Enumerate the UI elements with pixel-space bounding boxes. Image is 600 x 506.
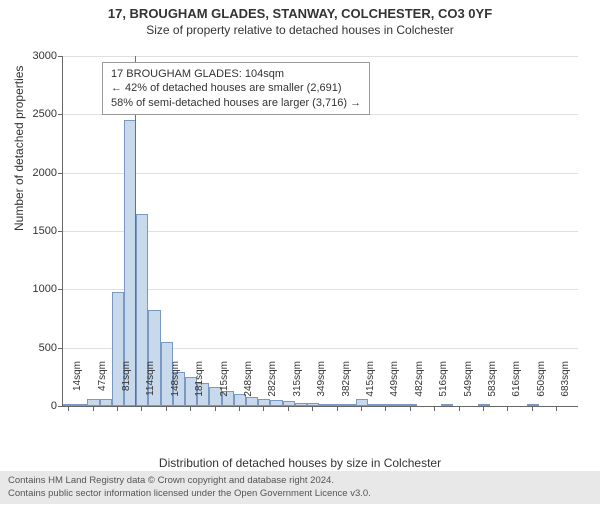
chart-title-main: 17, BROUGHAM GLADES, STANWAY, COLCHESTER… bbox=[0, 6, 600, 21]
xtick-label: 349sqm bbox=[316, 361, 327, 411]
grid-line bbox=[63, 173, 578, 174]
ytick-mark bbox=[58, 173, 63, 174]
y-axis-label: Number of detached properties bbox=[12, 66, 26, 231]
ytick-mark bbox=[58, 56, 63, 57]
xtick-mark bbox=[410, 406, 411, 411]
chart-title-sub: Size of property relative to detached ho… bbox=[0, 23, 600, 37]
xtick-mark bbox=[239, 406, 240, 411]
ytick-mark bbox=[58, 348, 63, 349]
ytick-label: 2500 bbox=[17, 108, 57, 120]
xtick-label: 449sqm bbox=[389, 361, 400, 411]
xtick-mark bbox=[117, 406, 118, 411]
ytick-mark bbox=[58, 406, 63, 407]
xtick-mark bbox=[385, 406, 386, 411]
xtick-mark bbox=[337, 406, 338, 411]
xtick-label: 114sqm bbox=[145, 361, 156, 411]
ytick-label: 500 bbox=[17, 342, 57, 354]
xtick-label: 315sqm bbox=[292, 361, 303, 411]
xtick-mark bbox=[434, 406, 435, 411]
xtick-label: 181sqm bbox=[194, 361, 205, 411]
xtick-label: 583sqm bbox=[487, 361, 498, 411]
xtick-mark bbox=[483, 406, 484, 411]
xtick-label: 14sqm bbox=[72, 361, 83, 411]
xtick-label: 282sqm bbox=[267, 361, 278, 411]
ytick-label: 1500 bbox=[17, 225, 57, 237]
ytick-mark bbox=[58, 114, 63, 115]
annotation-line1: 17 BROUGHAM GLADES: 104sqm bbox=[111, 67, 361, 81]
xtick-label: 81sqm bbox=[121, 361, 132, 411]
ytick-mark bbox=[58, 231, 63, 232]
xtick-mark bbox=[532, 406, 533, 411]
xtick-mark bbox=[215, 406, 216, 411]
xtick-mark bbox=[507, 406, 508, 411]
chart-plot-area: 17 BROUGHAM GLADES: 104sqm ← 42% of deta… bbox=[62, 56, 577, 406]
xtick-label: 549sqm bbox=[463, 361, 474, 411]
xtick-mark bbox=[312, 406, 313, 411]
xtick-mark bbox=[166, 406, 167, 411]
ytick-label: 1000 bbox=[17, 283, 57, 295]
xtick-label: 382sqm bbox=[341, 361, 352, 411]
xtick-label: 516sqm bbox=[438, 361, 449, 411]
annotation-line2: ← 42% of detached houses are smaller (2,… bbox=[111, 81, 361, 95]
annotation-box: 17 BROUGHAM GLADES: 104sqm ← 42% of deta… bbox=[102, 62, 370, 115]
xtick-label: 148sqm bbox=[170, 361, 181, 411]
xtick-label: 482sqm bbox=[414, 361, 425, 411]
ytick-label: 2000 bbox=[17, 167, 57, 179]
footer-line1: Contains HM Land Registry data © Crown c… bbox=[8, 475, 592, 487]
xtick-label: 47sqm bbox=[97, 361, 108, 411]
annotation-line3: 58% of semi-detached houses are larger (… bbox=[111, 96, 361, 110]
footer-attribution: Contains HM Land Registry data © Crown c… bbox=[0, 471, 600, 504]
xtick-label: 215sqm bbox=[219, 361, 230, 411]
xtick-mark bbox=[141, 406, 142, 411]
xtick-mark bbox=[556, 406, 557, 411]
xtick-mark bbox=[68, 406, 69, 411]
xtick-mark bbox=[288, 406, 289, 411]
grid-line bbox=[63, 56, 578, 57]
ytick-mark bbox=[58, 289, 63, 290]
xtick-label: 616sqm bbox=[511, 361, 522, 411]
xtick-mark bbox=[459, 406, 460, 411]
xtick-mark bbox=[190, 406, 191, 411]
xtick-mark bbox=[361, 406, 362, 411]
ytick-label: 3000 bbox=[17, 50, 57, 62]
xtick-mark bbox=[263, 406, 264, 411]
xtick-mark bbox=[93, 406, 94, 411]
xtick-label: 415sqm bbox=[365, 361, 376, 411]
ytick-label: 0 bbox=[17, 400, 57, 412]
x-axis-label: Distribution of detached houses by size … bbox=[0, 456, 600, 470]
footer-line2: Contains public sector information licen… bbox=[8, 488, 592, 500]
xtick-label: 248sqm bbox=[243, 361, 254, 411]
xtick-label: 683sqm bbox=[560, 361, 571, 411]
xtick-label: 650sqm bbox=[536, 361, 547, 411]
